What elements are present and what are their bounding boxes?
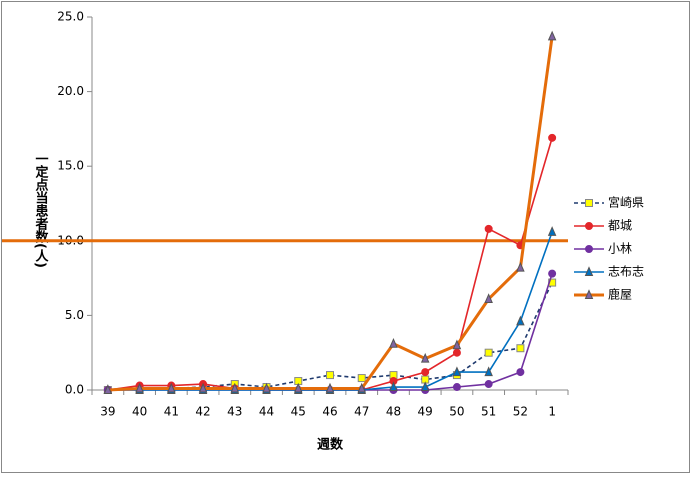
x-tick-label: 45 bbox=[291, 405, 306, 419]
y-tick-label: 5.0 bbox=[65, 308, 84, 322]
data-point bbox=[357, 382, 366, 393]
data-point bbox=[389, 338, 398, 348]
data-point bbox=[452, 339, 462, 350]
data-point bbox=[103, 384, 113, 394]
legend-marker bbox=[585, 222, 593, 230]
data-point bbox=[484, 380, 493, 389]
data-point bbox=[230, 382, 240, 393]
data-point bbox=[198, 382, 208, 393]
data-point bbox=[516, 344, 525, 353]
x-tick-label: 49 bbox=[418, 405, 433, 419]
x-tick-label: 48 bbox=[386, 405, 401, 419]
data-point bbox=[547, 226, 557, 236]
x-tick-label: 44 bbox=[259, 405, 274, 419]
legend-label: 宮崎県 bbox=[608, 195, 644, 210]
x-tick-label: 1 bbox=[548, 405, 556, 419]
data-point bbox=[357, 374, 366, 383]
y-tick-label: 15.0 bbox=[57, 159, 84, 173]
y-axis-label: 一定点当患者数(人) bbox=[33, 152, 50, 268]
data-point bbox=[294, 382, 303, 393]
y-tick-label: 0.0 bbox=[65, 383, 84, 397]
x-tick-label: 40 bbox=[132, 405, 147, 419]
data-point bbox=[548, 133, 557, 142]
data-point bbox=[326, 371, 334, 380]
x-tick-label: 42 bbox=[195, 405, 210, 419]
data-point bbox=[484, 348, 493, 357]
data-point bbox=[452, 366, 462, 377]
legend-label: 鹿屋 bbox=[608, 287, 632, 302]
data-point bbox=[516, 315, 525, 326]
x-tick-label: 43 bbox=[227, 405, 242, 419]
data-point bbox=[420, 381, 430, 392]
legend-marker bbox=[585, 245, 593, 253]
data-point bbox=[325, 382, 335, 393]
data-point bbox=[484, 224, 493, 233]
legend-label: 小林 bbox=[608, 242, 632, 256]
legend-label: 志布志 bbox=[608, 265, 644, 279]
x-tick-label: 47 bbox=[354, 405, 369, 419]
data-point bbox=[516, 261, 525, 272]
data-point bbox=[547, 30, 557, 41]
data-point bbox=[516, 368, 525, 377]
data-point bbox=[135, 382, 144, 393]
data-point bbox=[484, 293, 493, 303]
x-tick-label: 46 bbox=[322, 405, 337, 419]
legend-label: 都城 bbox=[608, 219, 632, 233]
data-point bbox=[420, 352, 430, 363]
x-tick-label: 51 bbox=[481, 405, 496, 419]
data-point bbox=[452, 383, 461, 392]
x-axis-label: 週数 bbox=[317, 437, 344, 453]
data-point bbox=[548, 269, 557, 278]
y-tick-label: 25.0 bbox=[57, 10, 84, 24]
data-point bbox=[262, 382, 271, 393]
legend-marker bbox=[584, 289, 594, 299]
data-point bbox=[389, 381, 398, 392]
x-tick-label: 50 bbox=[449, 405, 464, 419]
data-point bbox=[452, 348, 461, 357]
data-point bbox=[484, 366, 493, 377]
data-point bbox=[167, 382, 176, 393]
x-tick-label: 41 bbox=[164, 405, 179, 419]
data-point bbox=[421, 368, 430, 377]
x-tick-label: 52 bbox=[513, 405, 528, 419]
y-tick-label: 20.0 bbox=[57, 84, 84, 98]
legend-marker bbox=[585, 199, 593, 207]
x-tick-label: 39 bbox=[100, 405, 115, 419]
legend-marker bbox=[584, 266, 594, 276]
